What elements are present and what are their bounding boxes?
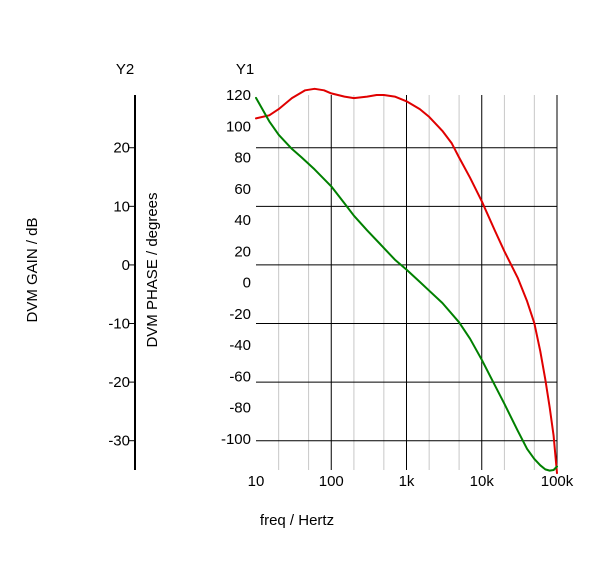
- x-tick-label: 10k: [470, 473, 495, 490]
- y1-tick-label: -40: [229, 337, 251, 354]
- y2-tick-label: -20: [108, 374, 130, 391]
- y1-tick-label: -20: [229, 306, 251, 323]
- x-tick-label: 1k: [399, 473, 415, 490]
- y1-tick-label: 100: [226, 118, 251, 135]
- y1-tick-label: -100: [221, 431, 251, 448]
- series-layer: [255, 87, 558, 475]
- y2-tick-label: -30: [108, 433, 130, 450]
- series-line-y1: [255, 87, 558, 475]
- x-axis-label: freq / Hertz: [260, 512, 334, 529]
- y1-tick-label: 80: [234, 150, 251, 167]
- y2-axis-label: DVM GAIN / dB: [24, 217, 41, 322]
- series-line-y2: [255, 96, 558, 472]
- y1-tick-label: 40: [234, 212, 251, 229]
- y1-axis-label: DVM PHASE / degrees: [144, 192, 161, 347]
- x-tick-label: 100k: [541, 473, 574, 490]
- x-tick-label: 10: [248, 473, 265, 490]
- y2-tick-label: 20: [113, 140, 130, 157]
- grid: [256, 95, 558, 470]
- y1-tick-label: -60: [229, 368, 251, 385]
- y1-tick-label: 60: [234, 181, 251, 198]
- y1-axis-heading: Y1: [236, 61, 254, 78]
- axes: Y2 Y1 DVM GAIN / dB DVM PHASE / degrees …: [24, 61, 574, 529]
- y1-tick-label: -80: [229, 400, 251, 417]
- y2-tick-label: 0: [122, 257, 130, 274]
- y1-tick-label: 0: [243, 275, 251, 292]
- y2-tick-label: 10: [113, 198, 130, 215]
- y1-tick-label: 20: [234, 243, 251, 260]
- y1-tick-label: 120: [226, 87, 251, 104]
- y2-tick-label: -10: [108, 316, 130, 333]
- x-tick-label: 100: [319, 473, 344, 490]
- y2-axis-heading: Y2: [116, 61, 134, 78]
